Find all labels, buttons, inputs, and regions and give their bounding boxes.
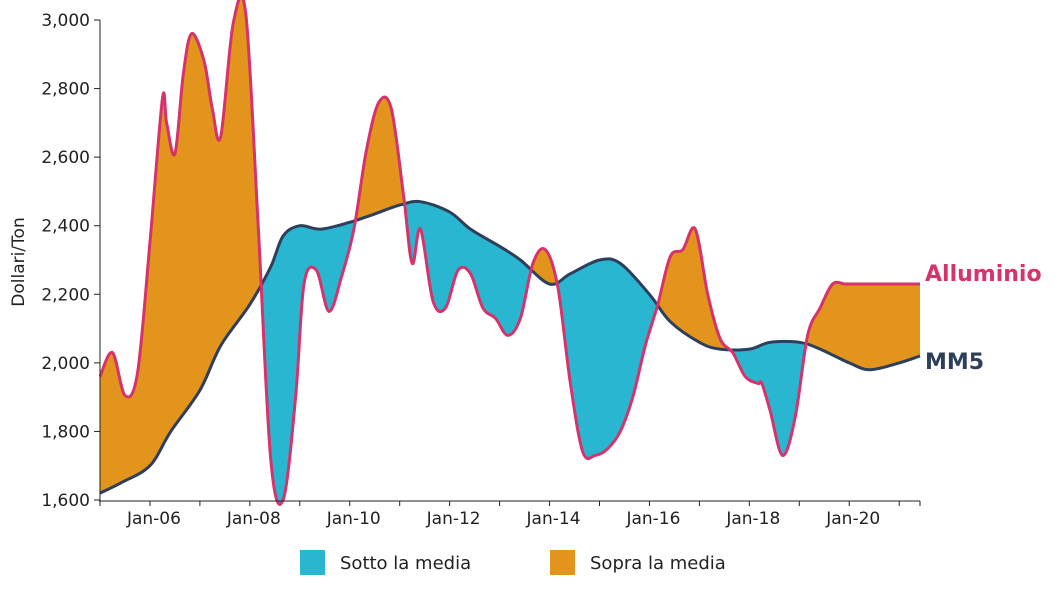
- y-tick-label: 2,600: [41, 148, 90, 168]
- y-tick-label: 2,000: [41, 354, 90, 374]
- x-tick-label: Jan-20: [825, 509, 880, 529]
- x-tick-label: Jan-10: [326, 509, 381, 529]
- y-axis-title: Dollari/Ton: [9, 217, 29, 306]
- series-lines: [98, 0, 921, 506]
- legend-label-above: Sopra la media: [590, 553, 726, 574]
- y-ticks: 1,600 1,800 2,000 2,200 2,400 2,600 2,800 3,000: [41, 11, 100, 511]
- x-ticks: Jan-06 Jan-08 Jan-10 Jan-12 Jan-14 Jan-16 Jan-…: [99, 501, 921, 529]
- y-tick-label: 3,000: [41, 11, 90, 31]
- legend-swatch-below: [300, 550, 325, 575]
- line-mm5: [99, 199, 921, 495]
- x-tick-label: Jan-16: [625, 509, 680, 529]
- legend: Sotto la media Sopra la media: [300, 550, 726, 575]
- y-tick-label: 1,800: [41, 422, 90, 442]
- legend-swatch-above: [550, 550, 575, 575]
- axes: 1,600 1,800 2,000 2,200 2,400 2,600 2,800 3,000…: [41, 11, 921, 529]
- series-label-alluminio: Alluminio: [925, 262, 1042, 287]
- line-alluminio: [98, 0, 920, 506]
- x-tick-label: Jan-14: [526, 509, 581, 529]
- legend-label-below: Sotto la media: [340, 553, 471, 574]
- x-tick-label: Jan-18: [725, 509, 780, 529]
- y-tick-label: 2,400: [41, 217, 90, 237]
- x-tick-label: Jan-12: [426, 509, 481, 529]
- x-tick-label: Jan-08: [226, 509, 281, 529]
- y-tick-label: 1,600: [41, 491, 90, 511]
- y-tick-label: 2,800: [41, 80, 90, 100]
- y-tick-label: 2,200: [41, 285, 90, 305]
- series-label-mm5: MM5: [925, 350, 984, 375]
- x-tick-label: Jan-06: [126, 509, 181, 529]
